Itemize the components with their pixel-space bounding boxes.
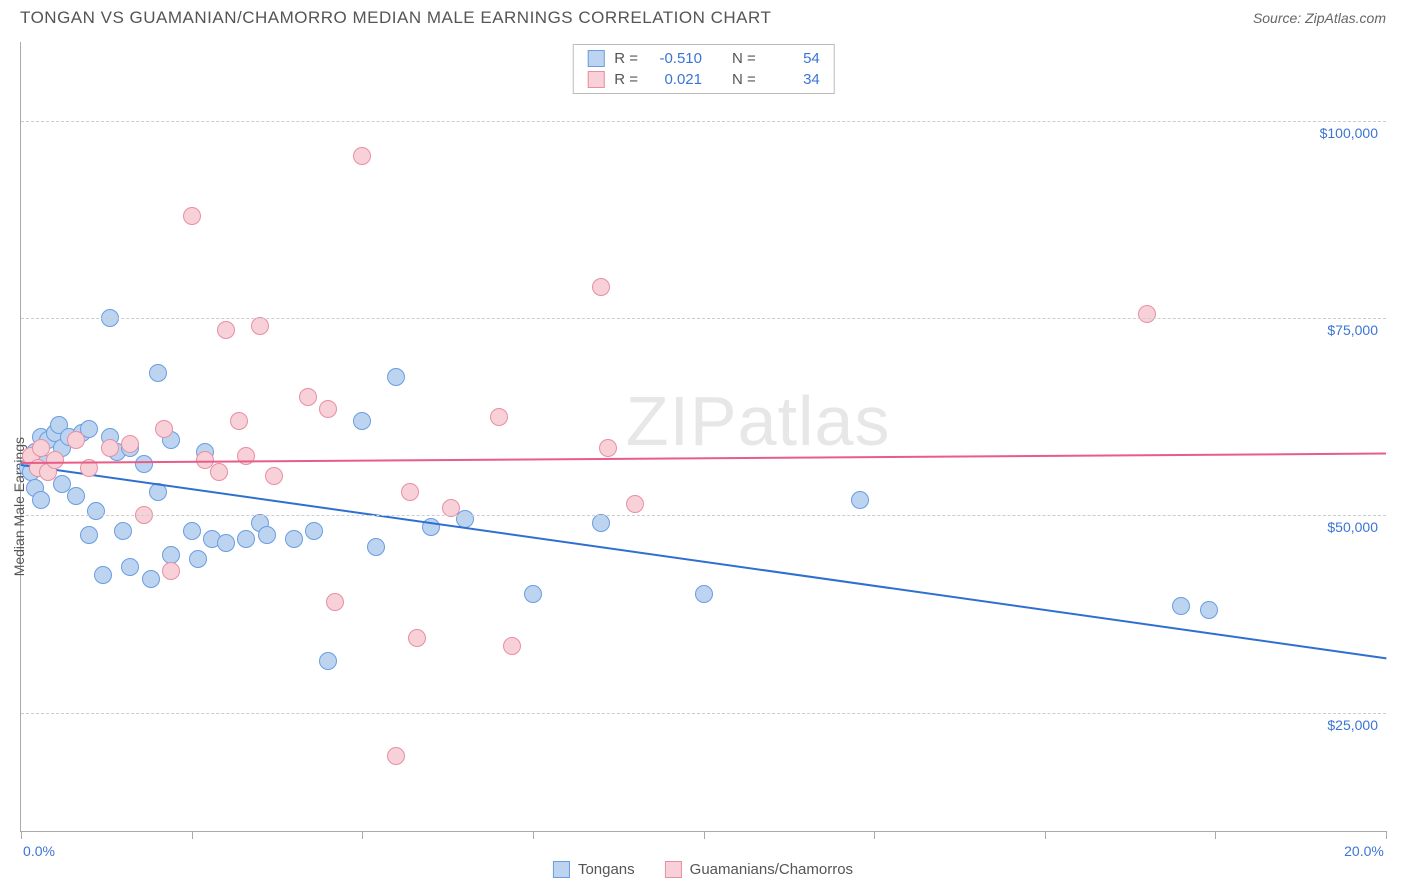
- x-tick-label: 20.0%: [1344, 843, 1384, 859]
- data-point: [67, 487, 85, 505]
- x-tick: [1045, 831, 1046, 839]
- data-point: [94, 566, 112, 584]
- data-point: [1172, 597, 1190, 615]
- data-point: [401, 483, 419, 501]
- x-tick: [192, 831, 193, 839]
- chart-header: TONGAN VS GUAMANIAN/CHAMORRO MEDIAN MALE…: [0, 0, 1406, 32]
- y-tick-label: $100,000: [1320, 125, 1378, 141]
- chart-area: Median Male Earnings ZIPatlas R =-0.510N…: [20, 42, 1386, 832]
- r-label: R =: [614, 71, 638, 88]
- x-tick: [362, 831, 363, 839]
- chart-title: TONGAN VS GUAMANIAN/CHAMORRO MEDIAN MALE…: [20, 8, 771, 28]
- data-point: [101, 439, 119, 457]
- data-point: [217, 321, 235, 339]
- x-tick: [704, 831, 705, 839]
- data-point: [319, 652, 337, 670]
- x-tick: [874, 831, 875, 839]
- series-legend-item: Guamanians/Chamorros: [665, 861, 853, 878]
- n-value: 34: [766, 71, 820, 88]
- n-value: 54: [766, 50, 820, 67]
- data-point: [183, 207, 201, 225]
- series-legend-item: Tongans: [553, 861, 635, 878]
- data-point: [592, 514, 610, 532]
- data-point: [326, 593, 344, 611]
- data-point: [183, 522, 201, 540]
- data-point: [285, 530, 303, 548]
- data-point: [490, 408, 508, 426]
- series-legend-label: Guamanians/Chamorros: [690, 861, 853, 878]
- legend-swatch: [665, 861, 682, 878]
- r-value: -0.510: [648, 50, 702, 67]
- data-point: [258, 526, 276, 544]
- data-point: [442, 499, 460, 517]
- data-point: [121, 558, 139, 576]
- gridline-h: [21, 318, 1386, 319]
- x-tick-label: 0.0%: [23, 843, 55, 859]
- legend-swatch: [553, 861, 570, 878]
- data-point: [265, 467, 283, 485]
- r-label: R =: [614, 50, 638, 67]
- r-value: 0.021: [648, 71, 702, 88]
- data-point: [626, 495, 644, 513]
- data-point: [149, 364, 167, 382]
- n-label: N =: [732, 50, 756, 67]
- data-point: [46, 451, 64, 469]
- data-point: [319, 400, 337, 418]
- data-point: [524, 585, 542, 603]
- y-tick-label: $75,000: [1327, 322, 1378, 338]
- chart-source: Source: ZipAtlas.com: [1253, 10, 1386, 26]
- x-tick: [1386, 831, 1387, 839]
- trend-line: [21, 464, 1386, 659]
- data-point: [210, 463, 228, 481]
- data-point: [189, 550, 207, 568]
- data-point: [367, 538, 385, 556]
- data-point: [121, 435, 139, 453]
- correlation-legend-row: R = -0.510 N = 54: [573, 48, 834, 69]
- x-tick: [1215, 831, 1216, 839]
- data-point: [1138, 305, 1156, 323]
- data-point: [851, 491, 869, 509]
- data-point: [155, 420, 173, 438]
- data-point: [387, 747, 405, 765]
- data-point: [230, 412, 248, 430]
- data-point: [135, 455, 153, 473]
- data-point: [592, 278, 610, 296]
- data-point: [353, 147, 371, 165]
- trend-line: [21, 452, 1386, 463]
- data-point: [353, 412, 371, 430]
- x-tick: [533, 831, 534, 839]
- data-point: [599, 439, 617, 457]
- data-point: [251, 317, 269, 335]
- data-point: [142, 570, 160, 588]
- gridline-h: [21, 121, 1386, 122]
- data-point: [162, 562, 180, 580]
- correlation-legend: R = -0.510 N = 54 R = 0.021 N = 34: [572, 44, 835, 94]
- legend-swatch: [587, 71, 604, 88]
- data-point: [305, 522, 323, 540]
- data-point: [695, 585, 713, 603]
- data-point: [87, 502, 105, 520]
- data-point: [408, 629, 426, 647]
- data-point: [237, 530, 255, 548]
- n-label: N =: [732, 71, 756, 88]
- data-point: [114, 522, 132, 540]
- data-point: [32, 491, 50, 509]
- gridline-h: [21, 515, 1386, 516]
- data-point: [217, 534, 235, 552]
- series-legend-label: Tongans: [578, 861, 635, 878]
- gridline-h: [21, 713, 1386, 714]
- y-tick-label: $25,000: [1327, 717, 1378, 733]
- legend-swatch: [587, 50, 604, 67]
- data-point: [80, 526, 98, 544]
- data-point: [237, 447, 255, 465]
- correlation-legend-row: R = 0.021 N = 34: [573, 69, 834, 90]
- x-tick: [21, 831, 22, 839]
- data-point: [1200, 601, 1218, 619]
- series-legend: Tongans Guamanians/Chamorros: [553, 861, 853, 878]
- y-tick-label: $50,000: [1327, 519, 1378, 535]
- data-point: [299, 388, 317, 406]
- data-point: [67, 431, 85, 449]
- data-point: [503, 637, 521, 655]
- data-point: [387, 368, 405, 386]
